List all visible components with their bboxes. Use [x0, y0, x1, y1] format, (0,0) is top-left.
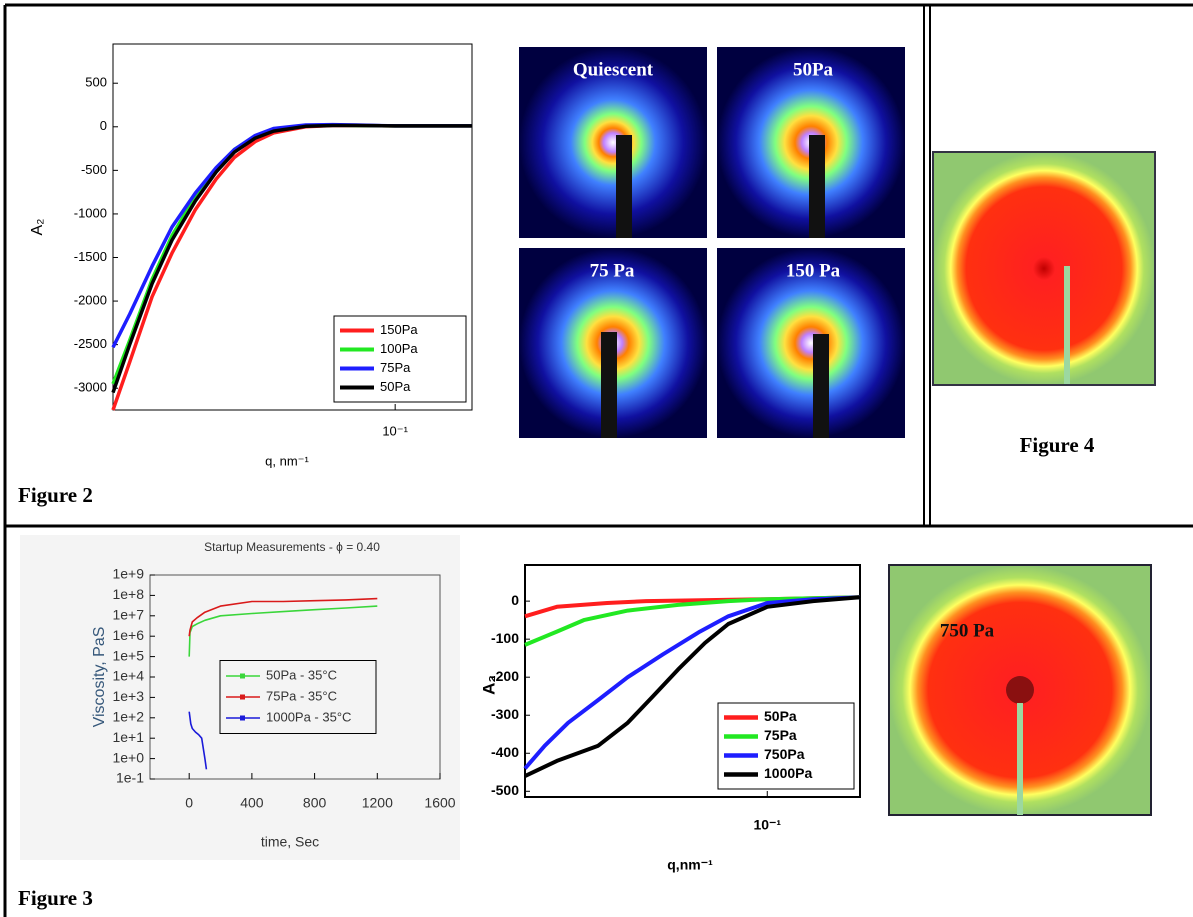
y-tick-label: -2000	[74, 293, 107, 308]
y-tick-label: -3000	[74, 380, 107, 395]
caption: Figure 3	[18, 886, 93, 910]
x-axis-label: q, nm⁻¹	[265, 453, 309, 468]
x-tick-label: 800	[303, 795, 327, 811]
pattern-label: 750 Pa	[940, 620, 995, 641]
legend-label: 50Pa - 35°C	[266, 667, 337, 682]
beam-stop	[813, 334, 829, 438]
pattern-core	[1006, 676, 1034, 704]
y-tick-label: -500	[81, 162, 107, 177]
caption: Figure 2	[18, 483, 93, 507]
y-tick-label: 500	[85, 75, 107, 90]
legend-marker	[240, 673, 245, 679]
y-tick-label: 1e+3	[112, 688, 144, 704]
pattern-image	[932, 151, 1156, 386]
y-tick-label: -2500	[74, 336, 107, 351]
y-tick-label: 1e+5	[112, 647, 144, 663]
series-line	[188, 605, 378, 657]
legend-label: 150Pa	[380, 322, 418, 337]
y-tick-label: 1e+8	[112, 586, 144, 602]
pattern: 150 Pa	[717, 248, 905, 438]
y-tick-label: -1500	[74, 249, 107, 264]
beam-stop	[1064, 266, 1070, 384]
chart: 500 0 -500 -1000 -1500 -2000 -2500 -3000 10⁻¹ q, …	[29, 43, 473, 468]
pattern-label: 50Pa	[793, 59, 834, 80]
pattern-label: Quiescent	[573, 59, 654, 80]
pattern-label: 75 Pa	[590, 260, 635, 281]
pattern-image	[519, 47, 707, 238]
legend-label: 1000Pa - 35°C	[266, 709, 351, 724]
legend-label: 50Pa	[764, 708, 797, 724]
series-line	[524, 595, 861, 647]
y-tick-label: 1e+0	[112, 749, 144, 765]
x-tick-label: 10⁻¹	[753, 817, 781, 833]
y-tick-label: 1e+4	[112, 668, 144, 684]
chart: 1e+9 1e+8 1e+7 1e+6 1e+5 1e+4 1e+3 1e+2 1e+1 1e+0…	[91, 540, 456, 850]
series-line	[111, 123, 472, 394]
y-tick-label: -1000	[74, 205, 107, 220]
legend-label: 75Pa - 35°C	[266, 688, 337, 703]
beam-stop	[809, 135, 825, 238]
y-axis-label: A₂	[29, 219, 46, 236]
legend-label: 1000Pa	[764, 765, 812, 781]
legend-label: 50Pa	[380, 379, 411, 394]
x-axis-label: q,nm⁻¹	[667, 857, 713, 873]
y-tick-label: 1e+7	[112, 607, 144, 623]
series-line	[523, 595, 861, 770]
caption: Figure 4	[1020, 433, 1095, 457]
y-axis-label: A₂	[479, 675, 498, 695]
beam-stop	[1017, 703, 1023, 815]
pattern: 75 Pa	[519, 248, 707, 438]
legend-label: 75Pa	[764, 727, 797, 743]
pattern-image	[717, 248, 905, 438]
y-tick-label: -100	[491, 630, 519, 646]
beam-stop	[601, 332, 617, 438]
x-tick-label: 0	[185, 795, 193, 811]
y-tick-label: -400	[491, 744, 519, 760]
series-line	[188, 711, 208, 770]
y-tick-label: -300	[491, 706, 519, 722]
y-tick-label: 1e+6	[112, 627, 144, 643]
legend-marker	[240, 694, 245, 700]
x-tick-label: 400	[240, 795, 264, 811]
pattern: 50Pa	[717, 47, 905, 238]
y-tick-label: 0	[100, 118, 107, 133]
legend-label: 75Pa	[380, 360, 411, 375]
y-tick-label: 1e-1	[116, 770, 144, 786]
y-tick-label: -200	[491, 668, 519, 684]
x-tick-label: 1600	[424, 795, 455, 811]
beam-stop	[616, 135, 632, 238]
series-line	[188, 597, 378, 637]
series-line	[524, 595, 861, 778]
legend-marker	[240, 715, 245, 721]
legend-label: 750Pa	[764, 746, 805, 762]
pattern-label: 150 Pa	[786, 260, 841, 281]
pattern: Quiescent	[519, 47, 707, 238]
y-tick-label: 1e+1	[112, 729, 144, 745]
y-tick-label: 1e+2	[112, 709, 144, 725]
x-axis-label: time, Sec	[261, 834, 319, 850]
chart: 0 -100 -200 -300 -400 -500 10⁻¹ q,nm⁻¹ A₂ 50Pa 75P…	[479, 564, 861, 873]
x-tick-label: 10⁻¹	[382, 423, 408, 438]
chart-title: Startup Measurements - ϕ = 0.40	[204, 540, 380, 554]
y-axis-label: Viscosity, PaS	[91, 627, 108, 728]
x-tick-label: 1200	[362, 795, 393, 811]
y-tick-label: 1e+9	[112, 566, 144, 582]
y-tick-label: 0	[511, 592, 519, 608]
y-tick-label: -500	[491, 782, 519, 798]
legend-label: 100Pa	[380, 341, 418, 356]
